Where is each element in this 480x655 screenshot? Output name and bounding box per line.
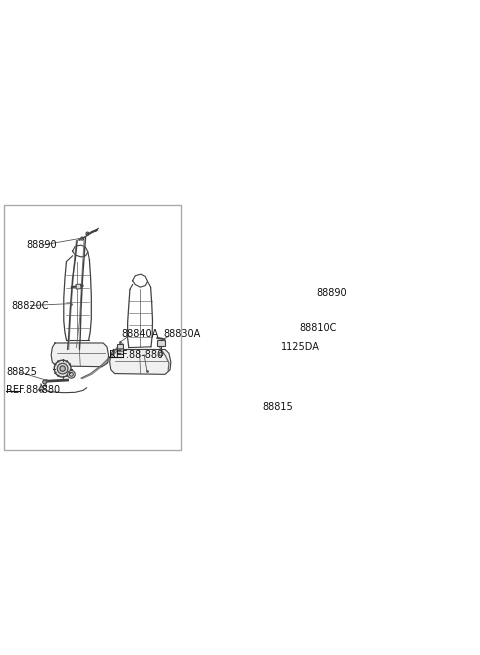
- Text: 88815: 88815: [263, 402, 293, 412]
- Text: REF.88-880: REF.88-880: [109, 350, 163, 360]
- Text: 88890: 88890: [27, 240, 57, 250]
- Bar: [76, 284, 81, 289]
- Text: 88810C: 88810C: [299, 324, 336, 333]
- Circle shape: [43, 380, 47, 384]
- Text: 1125DA: 1125DA: [281, 342, 320, 352]
- Bar: [117, 344, 123, 354]
- Text: 88830A: 88830A: [163, 329, 201, 339]
- Circle shape: [288, 353, 292, 357]
- Text: REF.88-880: REF.88-880: [6, 384, 60, 394]
- Bar: [156, 340, 165, 346]
- Circle shape: [301, 286, 305, 289]
- Circle shape: [304, 379, 309, 384]
- Circle shape: [301, 376, 312, 388]
- Circle shape: [277, 409, 281, 413]
- Text: 88825: 88825: [6, 367, 37, 377]
- Circle shape: [68, 371, 75, 378]
- Circle shape: [298, 291, 300, 293]
- Bar: [318, 407, 325, 412]
- Circle shape: [54, 360, 71, 377]
- Circle shape: [298, 373, 316, 391]
- Circle shape: [60, 366, 65, 371]
- Circle shape: [57, 364, 68, 374]
- Text: 88890: 88890: [316, 288, 347, 298]
- Bar: [290, 330, 294, 334]
- Circle shape: [40, 389, 43, 392]
- Circle shape: [305, 403, 308, 407]
- Text: 88820C: 88820C: [12, 301, 49, 310]
- Circle shape: [70, 373, 73, 376]
- Polygon shape: [51, 343, 108, 367]
- Text: 88840A: 88840A: [121, 329, 159, 339]
- Circle shape: [159, 352, 163, 356]
- Circle shape: [86, 232, 89, 235]
- Circle shape: [81, 237, 84, 240]
- Polygon shape: [109, 350, 171, 375]
